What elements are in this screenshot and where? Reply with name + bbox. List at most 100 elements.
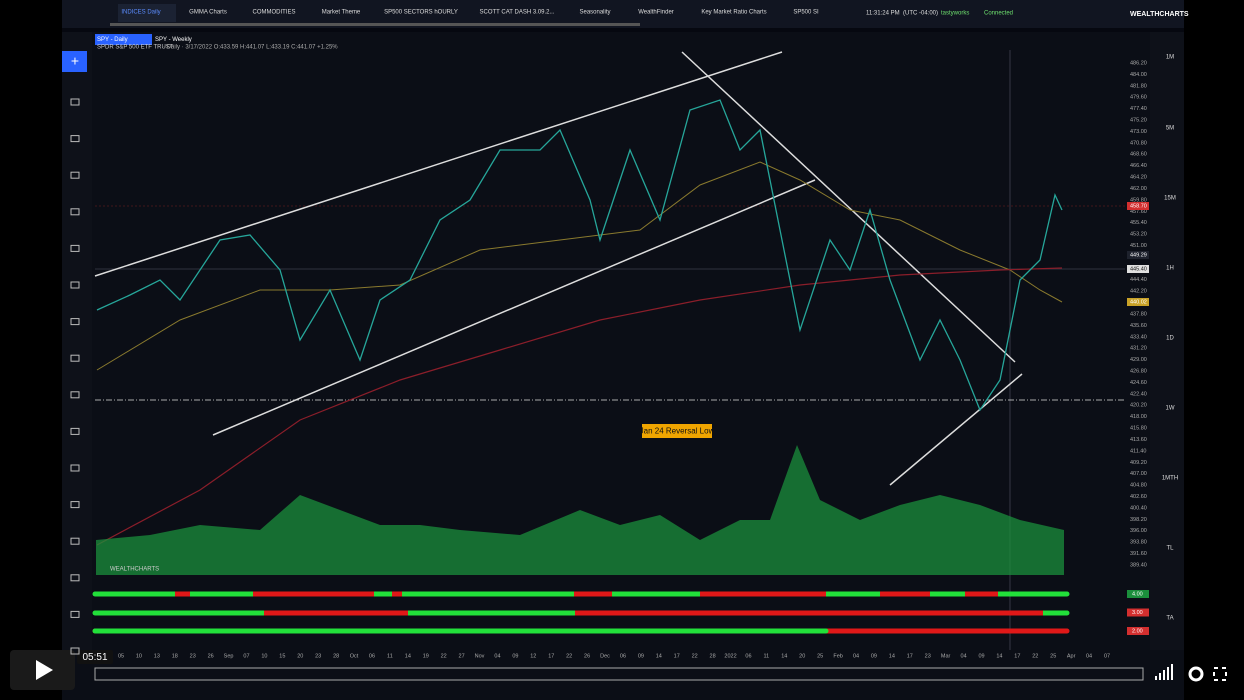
chart-tab[interactable]: SPY - Daily [97,37,128,43]
date-label: 22 [1032,653,1038,659]
price-badge [1127,298,1149,306]
watermark: WEALTHCHARTS [110,567,159,573]
tab[interactable]: Key Market Ratio Charts [701,10,766,16]
tool-icon[interactable] [70,501,80,509]
date-label: 07 [1104,653,1110,659]
tool-icon[interactable] [70,318,80,326]
price-label: 393.80 [1130,540,1147,546]
price-label: 424.60 [1130,380,1147,386]
timeframe[interactable]: 1M [1166,55,1174,61]
tool-icon[interactable] [70,171,80,179]
tab[interactable]: SP500 SI [793,10,819,16]
price-label: 407.00 [1130,471,1147,477]
date-label: 09 [512,653,518,659]
tool-icon[interactable] [70,537,80,545]
date-label: 22 [441,653,447,659]
timeframe[interactable]: 1D [1166,336,1174,342]
fullscreen-icon[interactable] [1213,667,1227,681]
moving-average [96,267,1063,546]
price-label: 470.80 [1130,140,1147,146]
trend-line [889,373,1023,486]
tool-icon[interactable] [70,208,80,216]
tool-icon[interactable] [70,354,80,362]
date-label: Apr [1067,653,1076,659]
price-label: 396.00 [1130,528,1147,534]
tab[interactable]: SP500 SECTORS hOURLY [384,10,458,16]
tool-icon[interactable] [70,391,80,399]
date-label: 06 [369,653,375,659]
date-label: 25 [1050,653,1056,659]
timeframe[interactable]: 1MTH [1162,476,1178,482]
progress-bar[interactable] [94,667,1144,681]
tool-icon[interactable] [70,574,80,582]
date-label: 22 [566,653,572,659]
timezone: (UTC -04:00) [903,11,938,17]
active-tab[interactable] [118,4,176,22]
timeframe[interactable]: 1W [1166,406,1175,412]
tool-icon[interactable] [70,610,80,618]
settings-icon[interactable] [1188,666,1204,682]
tool-icon[interactable] [70,244,80,252]
date-label: 23 [190,653,196,659]
price-label: 477.40 [1130,106,1147,112]
tool-icon[interactable] [70,464,80,472]
tool-icon[interactable] [70,427,80,435]
volume-icon[interactable] [1155,664,1173,680]
date-label: 09 [638,653,644,659]
timeframe[interactable]: TA [1166,616,1173,622]
timeframe[interactable]: 5M [1166,126,1174,132]
price-label: 431.20 [1130,346,1147,352]
date-label: 17 [1014,653,1020,659]
date-label: 22 [692,653,698,659]
volume-area [96,445,1064,575]
date-label: 28 [333,653,339,659]
indicator-badge [1127,590,1149,598]
price-label: 426.80 [1130,368,1147,374]
date-label: 14 [996,653,1002,659]
date-label: 17 [674,653,680,659]
date-label: Sep [224,653,234,659]
price-label: 389.40 [1130,562,1147,568]
timeframe[interactable]: TL [1166,546,1174,552]
tab[interactable]: Seasonality [579,10,610,16]
tab[interactable]: Market Theme [322,10,361,16]
tool-icon[interactable] [70,135,80,143]
tab[interactable]: COMMODITIES [253,10,296,16]
plus-icon: + [71,53,79,69]
timeframe[interactable]: 15M [1164,196,1176,202]
date-label: Dec [600,653,610,659]
date-label: 04 [494,653,500,659]
chart-tab[interactable]: SPY - Weekly [155,37,192,43]
timeframe[interactable]: 1H [1166,266,1174,272]
price-label: 404.80 [1130,483,1147,489]
date-label: 06 [745,653,751,659]
price-path [96,99,1063,412]
price-label: 433.40 [1130,334,1147,340]
left-toolbar [62,32,92,650]
price-label: 473.00 [1130,129,1147,135]
indicator-badge [1127,608,1149,617]
date-label: 11 [387,653,393,659]
price-label: 411.40 [1130,448,1146,454]
video-time: 05:51 [82,652,107,663]
add-button[interactable] [62,51,87,72]
price-label: 400.40 [1130,505,1147,511]
date-label: Feb [833,653,842,659]
tool-icon[interactable] [70,98,80,106]
price-label: 466.40 [1130,163,1147,169]
tab[interactable]: INDICES Daily [121,10,160,16]
tab[interactable]: GMMA Charts [189,10,227,16]
time-badge [77,650,113,664]
annotation: Jan 24 Reversal Low [640,427,715,436]
moving-average [96,161,1063,371]
price-label: 409.20 [1130,460,1147,466]
date-label: 15 [279,653,285,659]
tab[interactable]: WealthFinder [638,10,674,16]
chart-tab-active[interactable] [95,34,152,45]
trend-line [212,179,816,436]
date-label: 14 [656,653,662,659]
tool-icon[interactable] [70,281,80,289]
tab[interactable]: SCOTT CAT DASH 3.09.2... [479,10,554,16]
tool-icon[interactable] [70,647,80,655]
